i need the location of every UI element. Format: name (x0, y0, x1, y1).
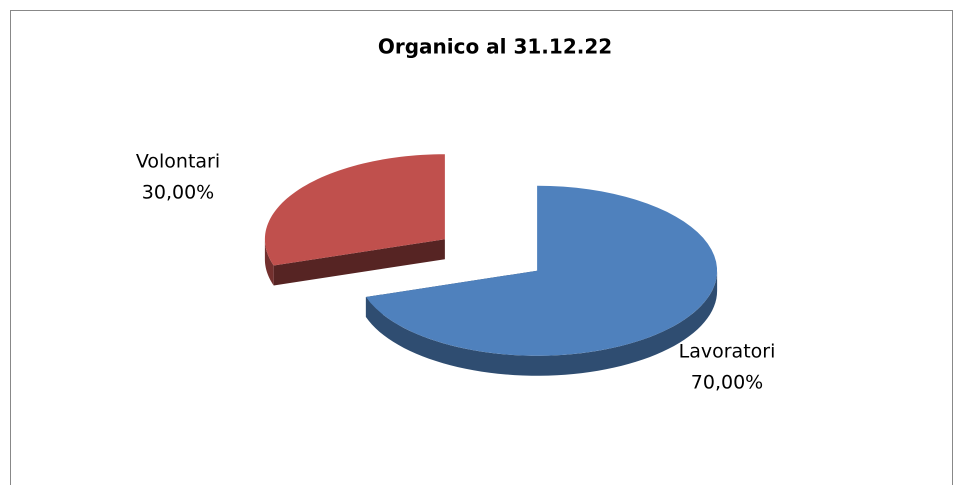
slice (365, 185, 718, 356)
chart-border (10, 10, 953, 489)
pie (264, 154, 718, 376)
slice-side (273, 239, 445, 286)
slice-label: Volontari (136, 151, 220, 173)
slice (264, 154, 445, 266)
chart-title: Organico al 31.12.22 (378, 35, 612, 59)
slice-value-label: 30,00% (142, 182, 214, 204)
slice-value-label: 70,00% (691, 372, 763, 394)
slice-wall (264, 239, 274, 286)
slice-wall (365, 270, 718, 376)
slice-label: Lavoratori (679, 341, 776, 363)
